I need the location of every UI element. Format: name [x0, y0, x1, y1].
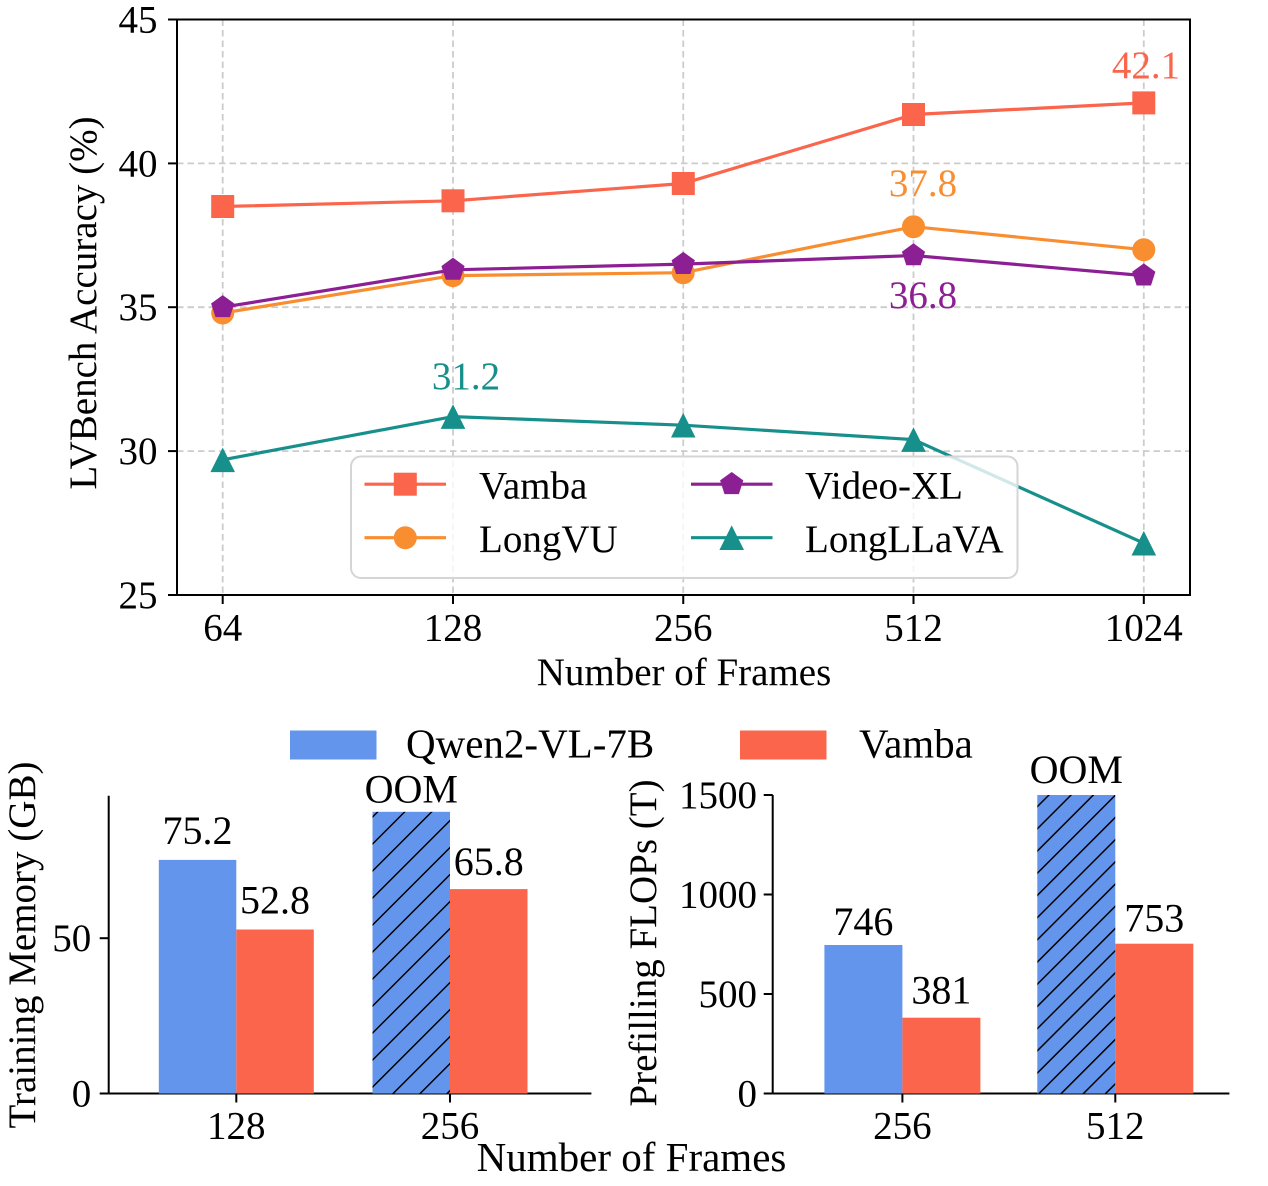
svg-text:0: 0: [738, 1073, 758, 1116]
svg-text:30: 30: [119, 430, 158, 473]
svg-text:OOM: OOM: [365, 767, 458, 812]
svg-text:42.1: 42.1: [1112, 44, 1180, 87]
svg-text:1000: 1000: [679, 874, 757, 917]
svg-text:75.2: 75.2: [163, 808, 233, 853]
svg-text:0: 0: [72, 1073, 92, 1116]
svg-text:36.8: 36.8: [889, 274, 957, 317]
svg-text:50: 50: [52, 917, 91, 960]
svg-text:128: 128: [207, 1105, 266, 1148]
svg-text:746: 746: [833, 899, 893, 944]
svg-text:Vamba: Vamba: [479, 465, 587, 508]
svg-text:Number of Frames: Number of Frames: [537, 651, 832, 694]
svg-text:512: 512: [884, 607, 943, 650]
svg-text:64: 64: [203, 607, 242, 650]
svg-text:LongLLaVA: LongLLaVA: [805, 518, 1004, 561]
svg-text:40: 40: [119, 142, 158, 185]
svg-text:Number of Frames: Number of Frames: [477, 1134, 787, 1180]
svg-text:256: 256: [654, 607, 713, 650]
svg-text:31.2: 31.2: [432, 355, 500, 398]
svg-text:128: 128: [424, 607, 483, 650]
svg-text:LVBench Accuracy (%): LVBench Accuracy (%): [62, 116, 105, 489]
svg-text:Training Memory (GB): Training Memory (GB): [1, 762, 44, 1129]
svg-text:500: 500: [699, 973, 758, 1016]
svg-text:65.8: 65.8: [454, 839, 524, 884]
svg-text:OOM: OOM: [1030, 747, 1123, 792]
svg-text:LongVU: LongVU: [479, 518, 618, 561]
svg-text:52.8: 52.8: [240, 878, 310, 923]
svg-text:37.8: 37.8: [889, 162, 957, 205]
svg-text:Prefilling FLOPs (T): Prefilling FLOPs (T): [622, 779, 665, 1106]
svg-text:1024: 1024: [1105, 607, 1183, 650]
svg-text:Vamba: Vamba: [859, 721, 973, 767]
svg-text:381: 381: [911, 968, 971, 1013]
svg-text:35: 35: [119, 286, 158, 329]
svg-text:25: 25: [119, 574, 158, 617]
svg-text:45: 45: [119, 0, 158, 42]
svg-text:256: 256: [873, 1105, 932, 1148]
svg-text:753: 753: [1124, 896, 1184, 941]
svg-text:Video-XL: Video-XL: [805, 465, 963, 508]
svg-text:Qwen2-VL-7B: Qwen2-VL-7B: [406, 721, 654, 767]
svg-text:1500: 1500: [679, 774, 757, 817]
svg-text:512: 512: [1086, 1105, 1145, 1148]
svg-text:256: 256: [421, 1105, 480, 1148]
